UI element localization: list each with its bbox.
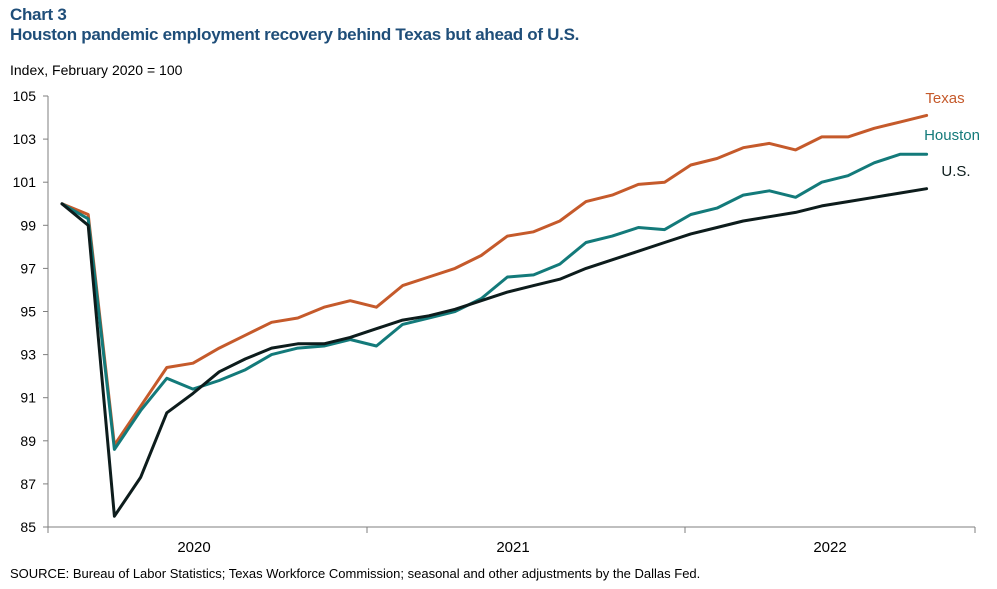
series-lines (60, 113, 929, 518)
y-tick-label: 103 (13, 131, 37, 147)
x-tick-label: 2022 (813, 539, 846, 556)
y-tick-label: 99 (20, 217, 36, 233)
x-tick-label: 2021 (496, 539, 529, 556)
y-tick-label: 95 (20, 304, 36, 320)
y-tick-label: 85 (20, 519, 36, 535)
y-tick-label: 89 (20, 433, 36, 449)
series-label-houston: Houston (924, 127, 980, 144)
chart-title: Houston pandemic employment recovery beh… (10, 25, 580, 44)
y-tick-label: 91 (20, 390, 36, 406)
series-label-texas: Texas (925, 90, 964, 107)
y-tick-label: 105 (13, 88, 37, 104)
series-label-us: U.S. (941, 163, 970, 180)
y-tick-label: 97 (20, 260, 36, 276)
y-tick-label: 101 (13, 174, 37, 190)
series-line-texas (60, 113, 929, 447)
y-axis: 85 87 89 91 93 95 97 99 101 103 105 (13, 88, 49, 535)
series-line-houston (60, 152, 929, 451)
y-axis-unit-label: Index, February 2020 = 100 (10, 62, 183, 78)
x-axis: 2020 2021 2022 (47, 526, 976, 556)
source-note: SOURCE: Bureau of Labor Statistics; Texa… (10, 566, 701, 581)
x-tick-label: 2020 (177, 539, 210, 556)
series-labels: Texas Houston U.S. (924, 90, 980, 180)
y-tick-label: 87 (20, 476, 36, 492)
chart-number: Chart 3 (10, 5, 67, 24)
series-line-us (60, 187, 929, 518)
y-tick-label: 93 (20, 347, 36, 363)
